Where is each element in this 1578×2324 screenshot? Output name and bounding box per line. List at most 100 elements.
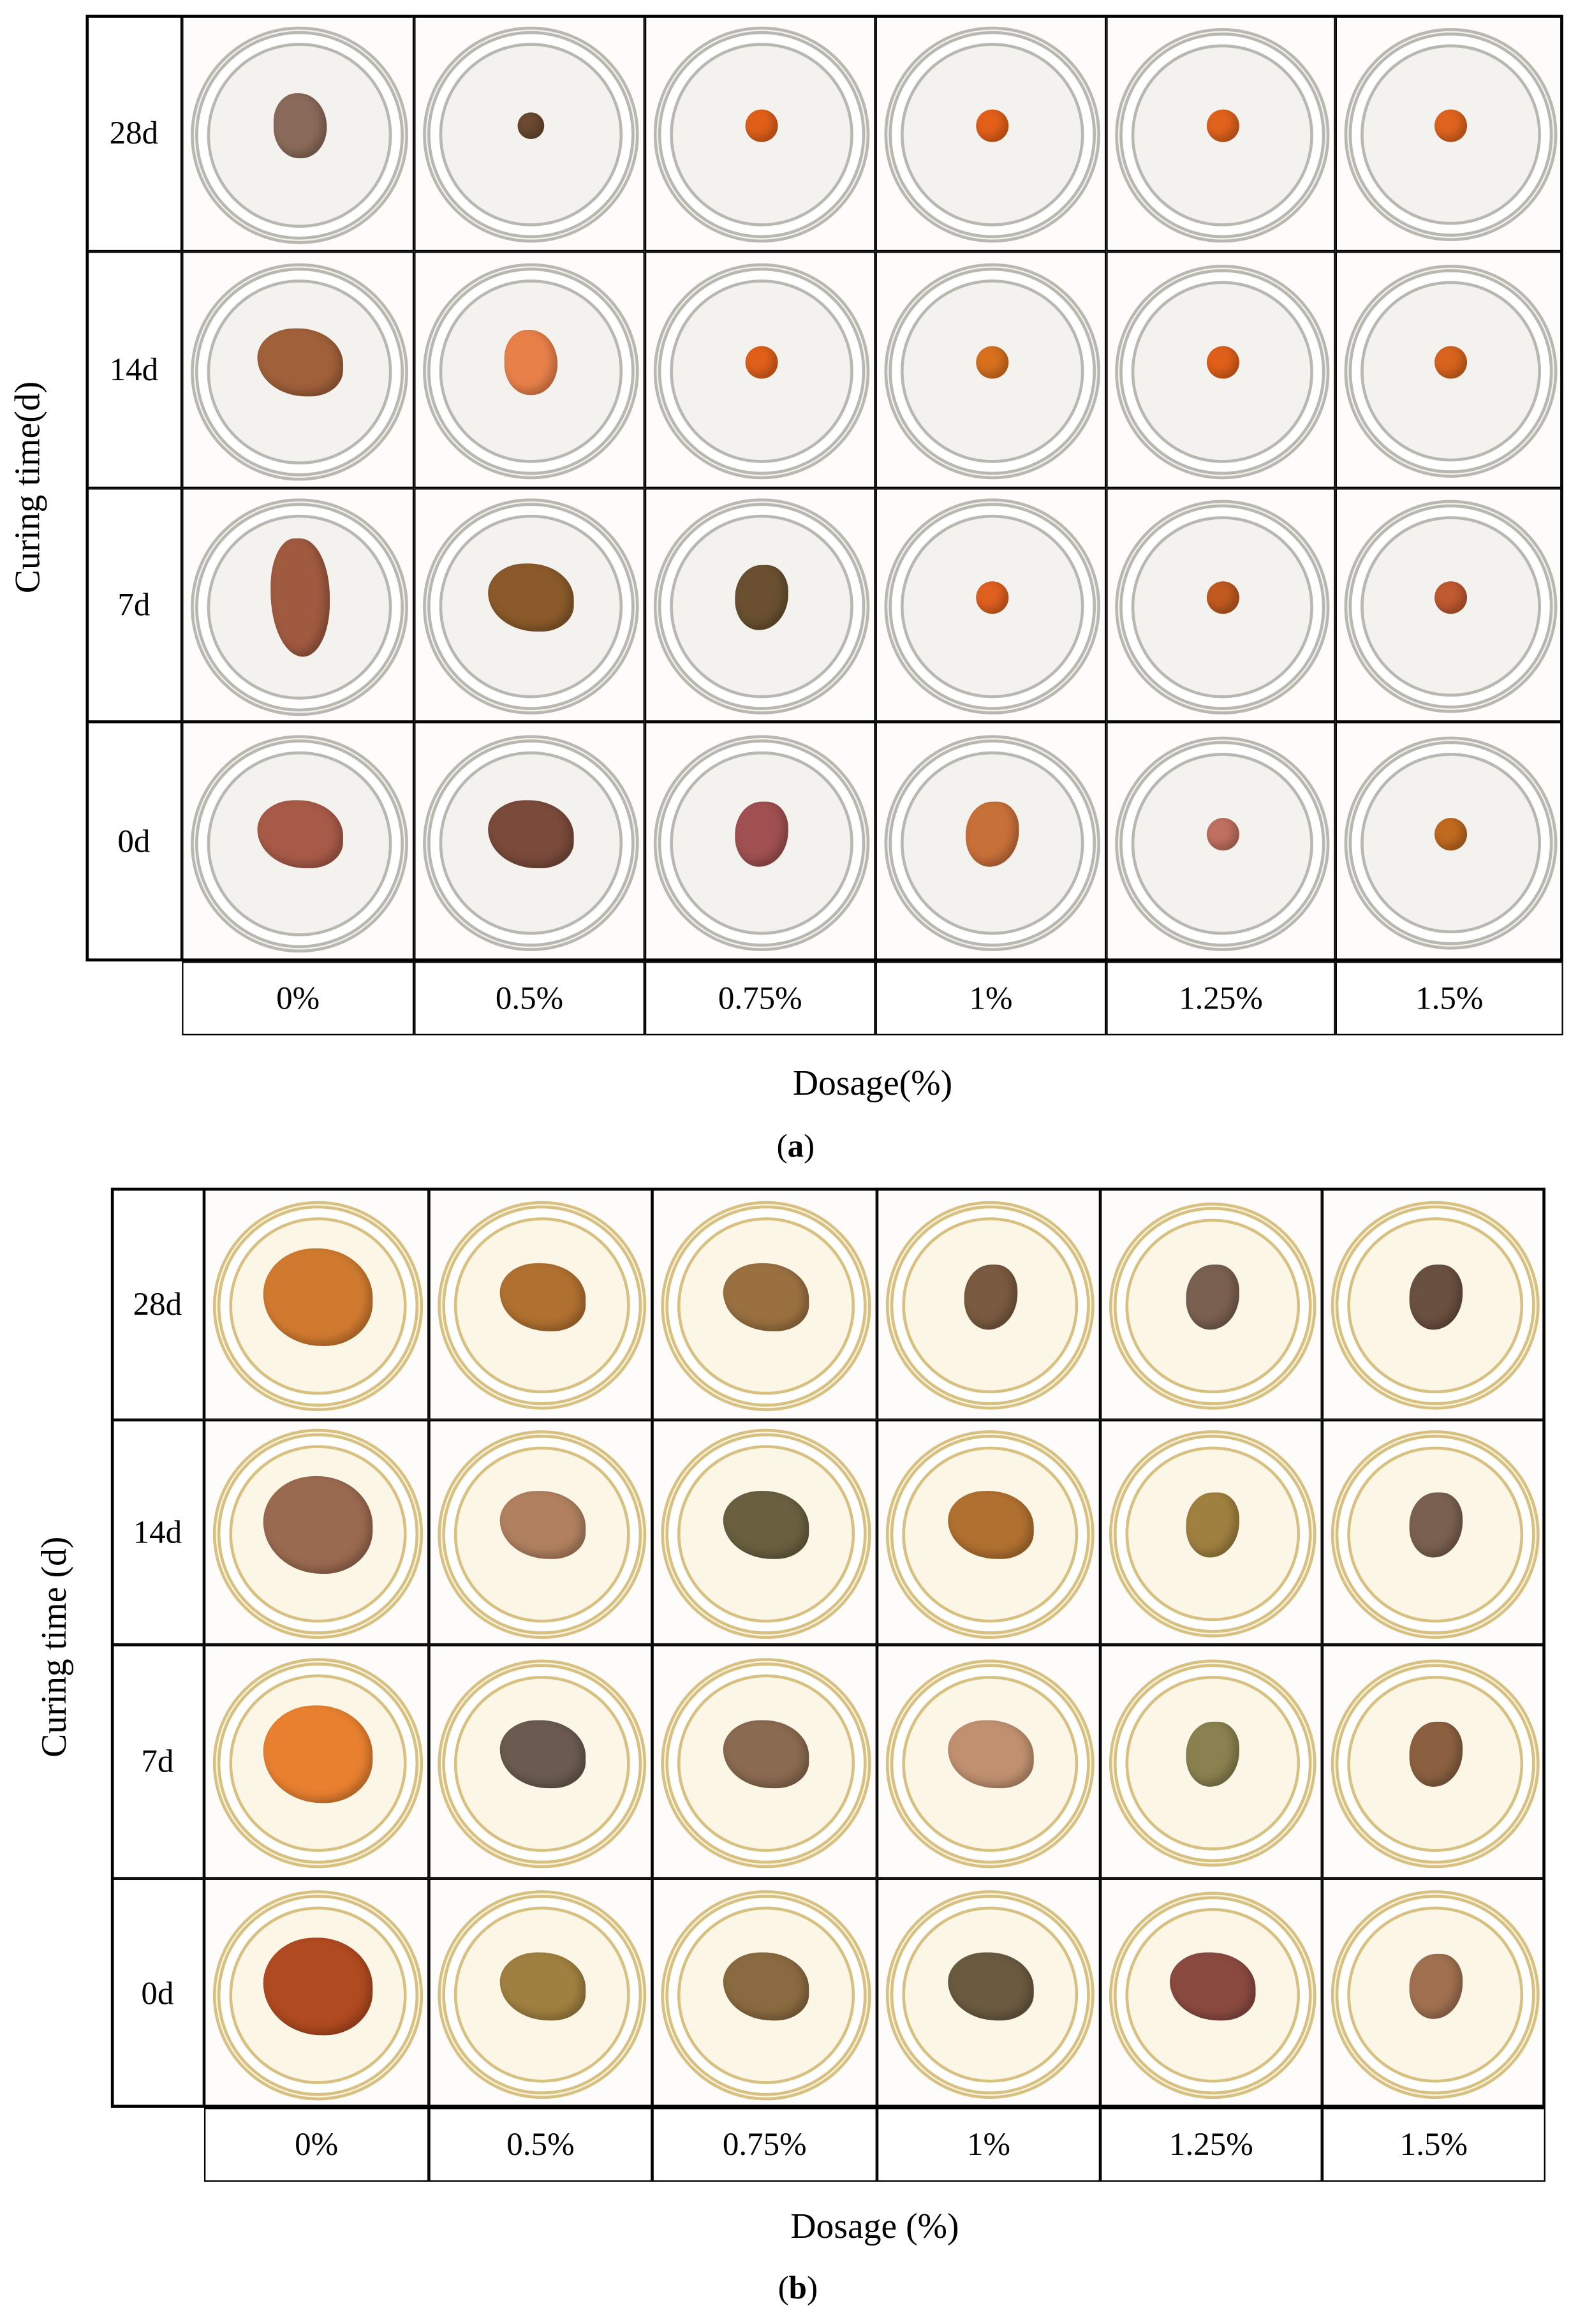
petri-dish: [212, 1890, 424, 2100]
soil-sample: [1434, 346, 1468, 379]
sample-photo: [875, 251, 1107, 489]
dosage-label-3: 1%: [876, 2108, 1101, 2182]
soil-sample: [504, 330, 558, 396]
soil-sample: [517, 112, 545, 139]
sample-photo: [1335, 251, 1563, 489]
sample-photo: [1322, 1419, 1545, 1645]
caption-open: (: [778, 2268, 789, 2306]
soil-sample: [723, 1720, 809, 1789]
x-axis-label: Dosage (%): [790, 2208, 959, 2247]
soil-sample: [976, 346, 1009, 379]
caption-letter: b: [788, 2268, 807, 2306]
soil-sample: [1206, 818, 1239, 851]
sample-photo: [652, 1645, 877, 1879]
dosage-label-0: 0%: [203, 2108, 429, 2182]
sample-photo: [652, 1187, 877, 1420]
sample-photo: [1322, 1645, 1545, 1879]
sample-photo: [652, 1419, 877, 1645]
sample-photo: [429, 1878, 653, 2108]
dosage-label-2: 0.75%: [644, 961, 876, 1036]
soil-sample: [499, 1951, 586, 2020]
y-axis-label: Curing time(d): [10, 381, 48, 594]
soil-sample: [963, 1264, 1017, 1329]
soil-sample: [1186, 1492, 1239, 1558]
soil-sample: [272, 93, 327, 159]
soil-sample: [976, 581, 1009, 614]
soil-sample: [263, 1247, 373, 1345]
soil-sample: [1206, 581, 1239, 614]
sample-photo: [1106, 722, 1336, 962]
soil-sample: [1206, 109, 1239, 142]
sample-photo: [203, 1878, 429, 2108]
soil-sample: [488, 563, 574, 632]
petri-dish: [1109, 1659, 1316, 1867]
sample-photo: [182, 15, 415, 252]
sample-photo: [1100, 1878, 1322, 2108]
soil-sample: [966, 801, 1019, 867]
caption-letter: a: [787, 1127, 804, 1164]
soil-sample: [270, 538, 329, 657]
dosage-label-4: 1.25%: [1100, 2108, 1322, 2182]
soil-sample: [263, 1476, 373, 1574]
caption-close: ): [807, 2268, 818, 2306]
sample-photo: [1100, 1419, 1322, 1645]
soil-sample: [745, 346, 778, 379]
sample-photo: [1106, 488, 1336, 722]
sample-photo: [414, 722, 645, 962]
sample-photo: [414, 251, 645, 489]
dosage-label-5: 1.5%: [1335, 961, 1563, 1036]
sample-photo: [876, 1645, 1101, 1879]
sample-photo: [1335, 722, 1563, 962]
caption-open: (: [776, 1127, 788, 1164]
soil-sample: [1408, 1721, 1462, 1787]
dosage-label-5: 1.5%: [1322, 2108, 1545, 2182]
sample-photo: [644, 722, 876, 962]
photo-grid-border: [85, 15, 1563, 962]
petri-dish: [423, 263, 639, 480]
sample-photo: [875, 722, 1107, 962]
petri-dish: [1344, 500, 1558, 713]
soil-sample: [1186, 1721, 1239, 1787]
dosage-label-3: 1%: [875, 961, 1107, 1036]
sample-photo: [644, 488, 876, 722]
sample-photo: [644, 15, 876, 252]
soil-sample: [735, 565, 788, 630]
sample-photo: [203, 1187, 429, 1420]
soil-sample: [1434, 581, 1468, 614]
sample-photo: [876, 1878, 1101, 2108]
sample-photo: [1335, 15, 1563, 252]
caption-close: ): [804, 1127, 815, 1164]
sample-photo: [1322, 1878, 1545, 2108]
sample-photo: [182, 722, 415, 962]
soil-sample: [1408, 1492, 1462, 1558]
sample-photo: [875, 15, 1107, 252]
sample-photo: [429, 1187, 653, 1420]
soil-sample: [1186, 1264, 1239, 1329]
photo-grid-border: [110, 1187, 1545, 2108]
dosage-label-2: 0.75%: [652, 2108, 877, 2182]
sample-photo: [876, 1419, 1101, 1645]
soil-sample: [1170, 1951, 1256, 2020]
sample-photo: [644, 251, 876, 489]
soil-sample: [735, 801, 788, 867]
petri-dish: [885, 1429, 1095, 1638]
sample-photo: [1100, 1645, 1322, 1879]
soil-sample: [745, 109, 778, 142]
sample-photo: [203, 1645, 429, 1879]
sample-photo: [1322, 1187, 1545, 1420]
soil-sample: [976, 109, 1009, 142]
sample-photo: [429, 1419, 653, 1645]
soil-sample: [1408, 1264, 1462, 1329]
petri-dish: [191, 262, 408, 480]
sample-photo: [875, 488, 1107, 722]
x-axis-label: Dosage(%): [792, 1065, 953, 1104]
petri-dish: [1331, 1659, 1540, 1868]
soil-sample: [723, 1951, 809, 2020]
row-label-28d: 28d: [85, 15, 182, 252]
soil-sample: [723, 1491, 809, 1559]
sample-photo: [414, 488, 645, 722]
sample-photo: [414, 15, 645, 252]
sample-photo: [182, 488, 415, 722]
sample-photo: [1335, 488, 1563, 722]
